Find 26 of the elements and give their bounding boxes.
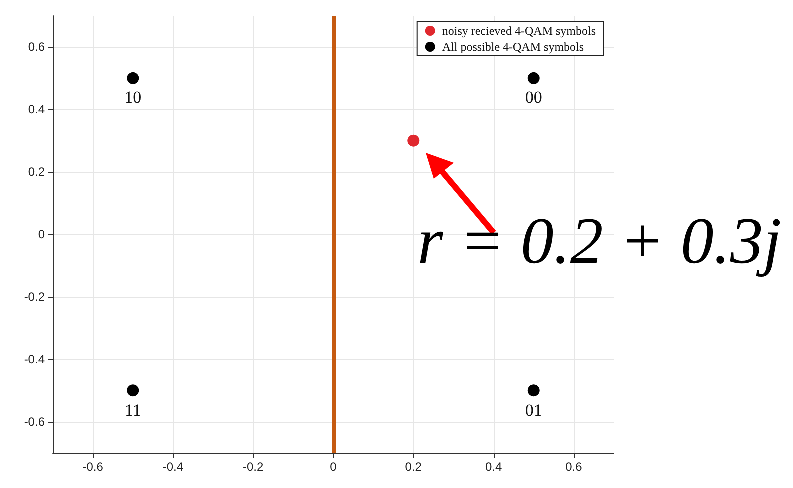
point: [528, 384, 540, 397]
y-tick-label: -0.6: [24, 414, 46, 429]
point: [127, 72, 140, 84]
y-tick-label: 0.6: [28, 40, 46, 54]
x-tick-label: 0.6: [566, 460, 583, 474]
y-tick-label: -0.4: [24, 352, 46, 366]
point: [528, 72, 540, 84]
legend-label: All possible 4-QAM symbols: [442, 40, 584, 54]
annotation: r = 0.2 + 0.3j: [418, 204, 782, 278]
x-tick-label: 0.4: [485, 460, 502, 474]
y-tick-label: 0.4: [28, 102, 46, 117]
x-tick-label: -0.2: [243, 460, 264, 474]
point: [408, 134, 420, 147]
annotation: 11: [124, 400, 142, 420]
legend-label: noisy recieved 4-QAM symbols: [442, 24, 596, 38]
annotation: 10: [124, 88, 143, 108]
y-tick-label: 0.2: [28, 165, 46, 180]
x-tick-label: 0.2: [405, 460, 422, 474]
annotation: 00: [524, 88, 544, 108]
x-tick-label: -0.4: [162, 460, 184, 474]
y-tick-label: -0.2: [24, 290, 46, 304]
annotation: 01: [524, 400, 544, 420]
x-tick-label: 0: [330, 460, 338, 474]
y-tick-label: 0: [38, 228, 46, 242]
point: [127, 384, 140, 397]
x-tick-label: -0.6: [82, 460, 104, 474]
